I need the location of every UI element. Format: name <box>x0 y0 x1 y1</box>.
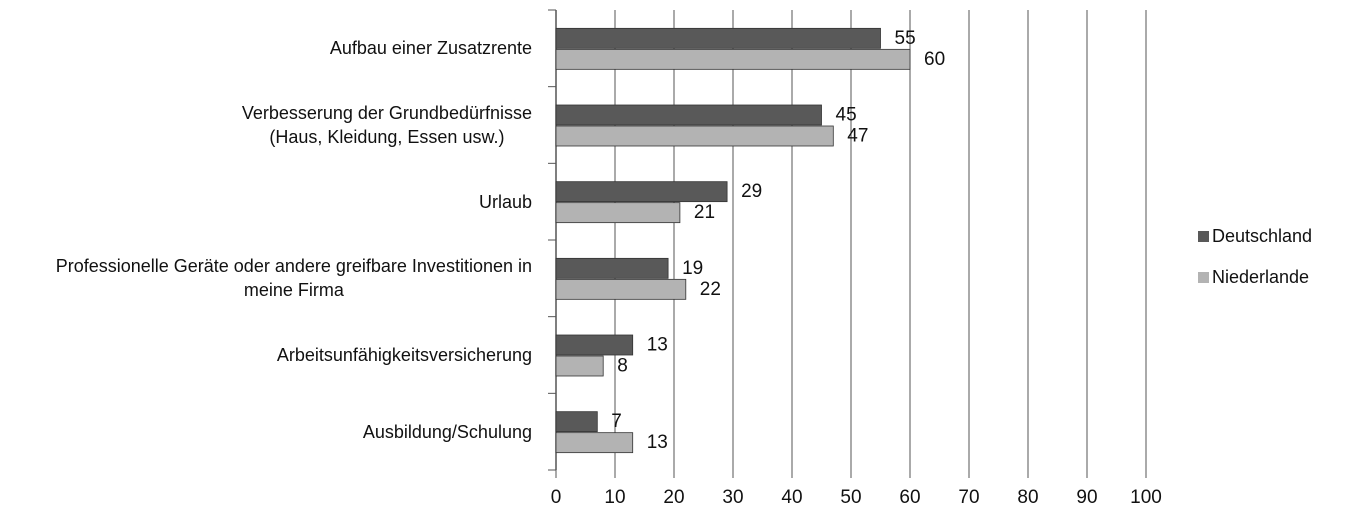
value-label: 47 <box>847 126 868 147</box>
value-label: 29 <box>741 181 762 202</box>
x-tick-label: 50 <box>840 487 861 508</box>
category-label: Urlaub <box>478 191 532 212</box>
bar <box>555 355 604 377</box>
value-label: 19 <box>682 258 703 279</box>
x-tick-label: 40 <box>781 487 802 508</box>
value-label: 60 <box>924 49 945 70</box>
bar <box>555 257 669 279</box>
category-label: Verbesserung der Grundbedürfnisse (Haus,… <box>241 103 532 147</box>
value-label: 8 <box>617 356 628 377</box>
value-label: 13 <box>647 432 668 453</box>
x-tick-label: 90 <box>1076 487 1097 508</box>
bar <box>555 104 822 126</box>
value-label: 7 <box>611 411 622 432</box>
bar <box>555 27 881 49</box>
x-tick-label: 0 <box>551 487 562 508</box>
bar <box>555 48 911 70</box>
category-label: Professionelle Geräte oder andere greifb… <box>55 256 532 301</box>
value-label: 21 <box>694 202 715 223</box>
x-tick-label: 10 <box>604 487 625 508</box>
bar <box>555 432 634 454</box>
x-tick-label: 20 <box>663 487 684 508</box>
bar <box>555 125 834 147</box>
x-tick-label: 60 <box>899 487 920 508</box>
bar <box>555 411 598 433</box>
legend-swatch <box>1198 231 1209 242</box>
category-label: Arbeitsunfähigkeitsversicherung <box>276 345 532 365</box>
x-tick-label: 100 <box>1130 487 1162 508</box>
bar <box>555 202 681 224</box>
category-label: Ausbildung/Schulung <box>362 421 532 442</box>
bar <box>555 334 634 356</box>
legend-label: Deutschland <box>1212 226 1312 246</box>
bar <box>555 278 687 300</box>
value-label: 13 <box>647 335 668 356</box>
legend-label: Niederlande <box>1212 267 1309 287</box>
value-label: 55 <box>895 28 916 49</box>
category-label: Aufbau einer Zusatzrente <box>329 38 532 59</box>
legend-swatch <box>1198 272 1209 283</box>
value-label: 22 <box>700 279 721 300</box>
x-tick-label: 70 <box>958 487 979 508</box>
value-label: 45 <box>836 105 857 126</box>
x-tick-label: 80 <box>1017 487 1038 508</box>
x-tick-label: 30 <box>722 487 743 508</box>
bar <box>555 181 728 203</box>
